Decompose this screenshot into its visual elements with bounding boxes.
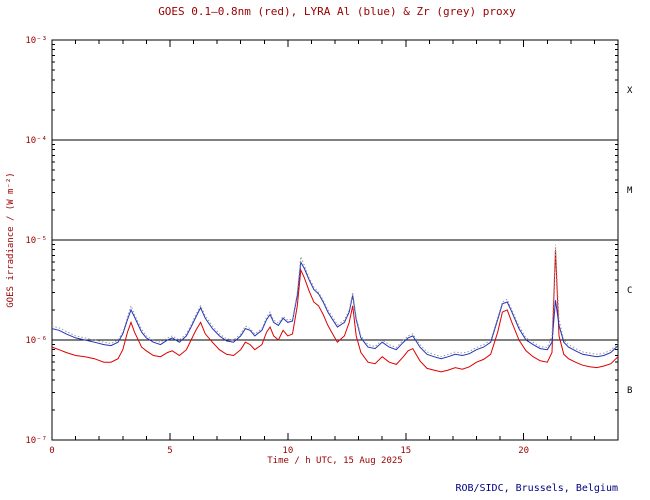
x-tick-label: 5 (167, 446, 172, 456)
x-tick-label: 15 (400, 446, 411, 456)
y-tick-label: 10⁻³ (25, 36, 47, 46)
y-tick-label: 10⁻⁴ (25, 136, 47, 146)
y-axis-ticks (52, 39, 618, 441)
flare-class-boundary-lines (52, 139, 618, 341)
x-axis-tick-labels: 0 5 10 15 20 (49, 446, 529, 456)
flare-class-letter: M (627, 186, 633, 196)
series-zr (51, 244, 619, 358)
y-tick-label: 10⁻⁵ (25, 236, 47, 246)
plot-area: 0 5 10 15 20 10⁻³ 10⁻⁴ 10⁻⁵ 10⁻⁶ 10⁻⁷ X M C B (25, 36, 633, 456)
flare-class-letters: X M C B (627, 86, 633, 396)
series-lyra-al (51, 260, 619, 360)
credit-text: ROB/SIDC, Brussels, Belgium (455, 483, 618, 494)
series-goes-0-1-0-8nm (51, 249, 619, 373)
y-tick-label: 10⁻⁶ (25, 336, 47, 346)
x-tick-label: 20 (518, 446, 529, 456)
x-axis-label: Time / h UTC, 15 Aug 2025 (267, 456, 402, 466)
y-axis-tick-labels: 10⁻³ 10⁻⁴ 10⁻⁵ 10⁻⁶ 10⁻⁷ (25, 36, 47, 446)
x-axis-ticks (51, 40, 619, 440)
y-tick-label: 10⁻⁷ (25, 436, 47, 446)
flare-class-letter: X (627, 86, 633, 96)
y-axis-label: GOES irradiance / (W m⁻²) (6, 172, 16, 307)
x-tick-label: 0 (49, 446, 54, 456)
chart-title: GOES 0.1—0.8nm (red), LYRA Al (blue) & Z… (158, 5, 516, 18)
flare-class-letter: C (627, 286, 632, 296)
x-tick-label: 10 (282, 446, 293, 456)
flare-class-letter: B (627, 386, 632, 396)
